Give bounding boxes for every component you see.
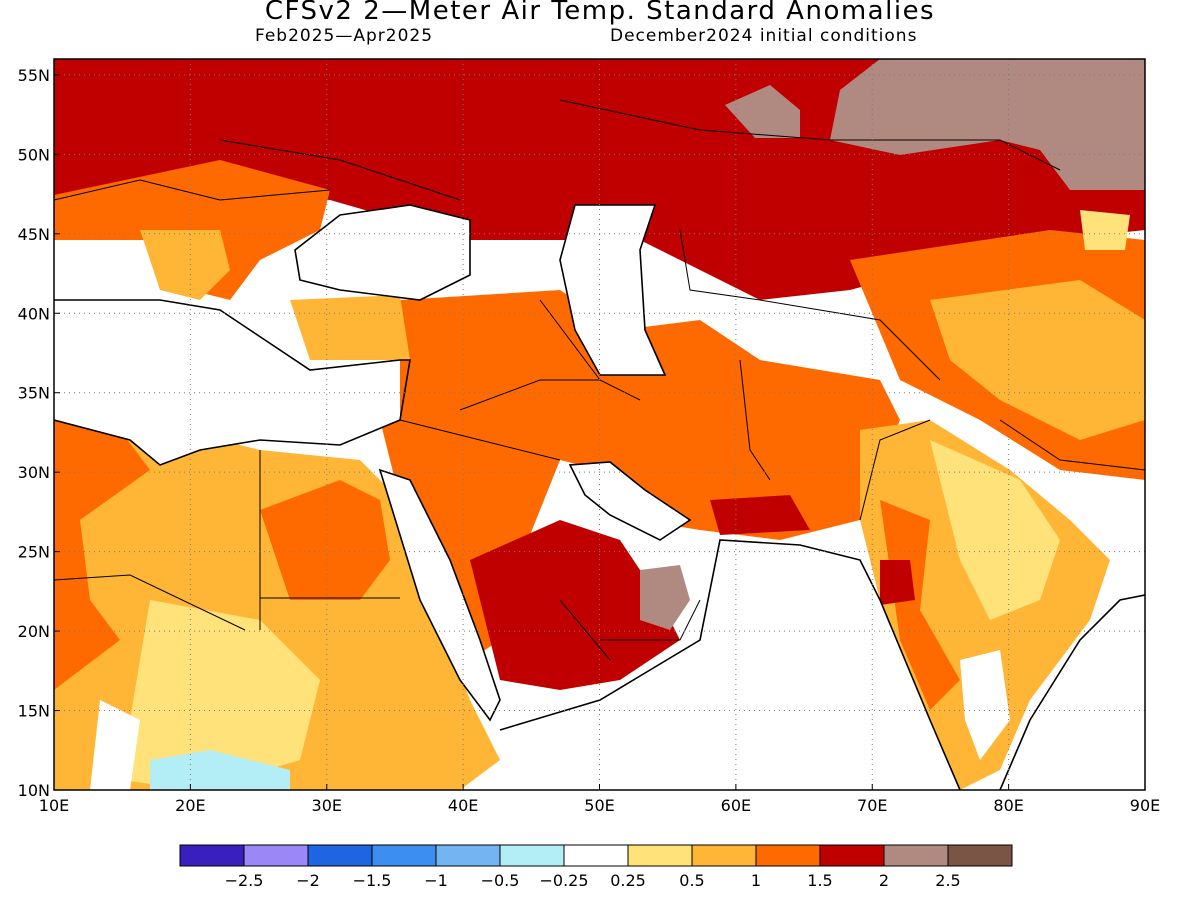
- region-siberia-extreme: [830, 59, 1145, 190]
- region-india-cool: [960, 650, 1010, 760]
- lat-label: 25N: [18, 543, 50, 562]
- black-sea: [295, 205, 470, 300]
- latitude-labels: 10N 15N 20N 25N 30N 35N 40N 45N 50N 55N: [18, 66, 60, 800]
- legend-label: 1: [751, 871, 761, 890]
- lat-label: 50N: [18, 145, 50, 164]
- country-borders: [54, 99, 1145, 661]
- lon-label: 10E: [39, 796, 69, 815]
- gridlines: [54, 59, 1145, 790]
- map-title: CFSv2 2—Meter Air Temp. Standard Anomali…: [264, 0, 936, 26]
- lat-label: 55N: [18, 66, 50, 85]
- legend-label: −2.5: [225, 871, 264, 890]
- legend-label: 0.25: [610, 871, 646, 890]
- legend-swatch: [435, 844, 501, 867]
- region-india-coast: [880, 560, 915, 605]
- region-arabia-strong: [470, 520, 680, 690]
- lat-label: 35N: [18, 384, 50, 403]
- lat-label: 15N: [18, 702, 50, 721]
- legend-swatch: [563, 844, 629, 867]
- legend-swatch: [755, 844, 821, 867]
- legend-swatch: [883, 844, 949, 867]
- lon-label: 30E: [312, 796, 342, 815]
- legend-swatch: [371, 844, 437, 867]
- persian-gulf: [570, 462, 690, 540]
- region-tibet-warm: [930, 280, 1145, 440]
- region-africa-moderate2: [260, 480, 390, 600]
- region-africa-light: [120, 600, 320, 790]
- region-tibet-light: [1080, 210, 1130, 250]
- legend-label: −1: [424, 871, 448, 890]
- legend-swatch: [627, 844, 693, 867]
- legend-label: −1.5: [353, 871, 392, 890]
- region-africa-moderate: [54, 420, 150, 690]
- lon-label: 50E: [584, 796, 614, 815]
- legend-label: −0.25: [539, 871, 588, 890]
- legend-label: −0.5: [481, 871, 520, 890]
- lat-label: 30N: [18, 463, 50, 482]
- region-kazakh-extreme: [725, 85, 800, 138]
- legend-label: −2: [296, 871, 320, 890]
- legend-swatch: [499, 844, 565, 867]
- region-turkey-warm: [290, 295, 410, 360]
- legend-swatch: [691, 844, 757, 867]
- legend-swatch: [947, 844, 1013, 867]
- legend-swatch: [243, 844, 309, 867]
- lon-label: 20E: [175, 796, 205, 815]
- color-legend: −2.5 −2 −1.5 −1 −0.5 −0.25 0.25 0.5 1 1.5 2 2.5: [179, 844, 1013, 890]
- initial-conditions: December2024 initial conditions: [610, 26, 918, 46]
- legend-label: 1.5: [807, 871, 832, 890]
- region-white-patch: [90, 700, 140, 790]
- region-india-moderate: [880, 500, 960, 710]
- lon-label: 80E: [993, 796, 1023, 815]
- legend-label: 2: [879, 871, 889, 890]
- region-europe-warm: [140, 230, 230, 300]
- lat-label: 20N: [18, 622, 50, 641]
- lat-label: 10N: [18, 781, 50, 800]
- legend-swatch: [307, 844, 373, 867]
- lon-label: 40E: [448, 796, 478, 815]
- region-iran-strong: [710, 495, 810, 535]
- lon-label: 90E: [1130, 796, 1160, 815]
- lat-label: 45N: [18, 225, 50, 244]
- lon-label: 70E: [857, 796, 887, 815]
- lat-label: 40N: [18, 304, 50, 323]
- bay-of-bengal: [1000, 600, 1145, 790]
- region-cool-patch: [150, 750, 290, 790]
- caspian-sea: [560, 205, 665, 375]
- red-sea: [380, 470, 500, 720]
- arabian-sea: [500, 540, 960, 790]
- legend-swatch: [179, 844, 245, 867]
- region-arabia-extreme: [640, 565, 690, 630]
- mediterranean-sea: [54, 300, 400, 465]
- longitude-labels: 10E 20E 30E 40E 50E 60E 70E 80E 90E: [39, 784, 1160, 815]
- region-india-light: [930, 440, 1060, 620]
- legend-label: 0.5: [679, 871, 704, 890]
- legend-swatch: [819, 844, 885, 867]
- legend-label: 2.5: [935, 871, 960, 890]
- forecast-period: Feb2025—Apr2025: [255, 26, 434, 46]
- lon-label: 60E: [721, 796, 751, 815]
